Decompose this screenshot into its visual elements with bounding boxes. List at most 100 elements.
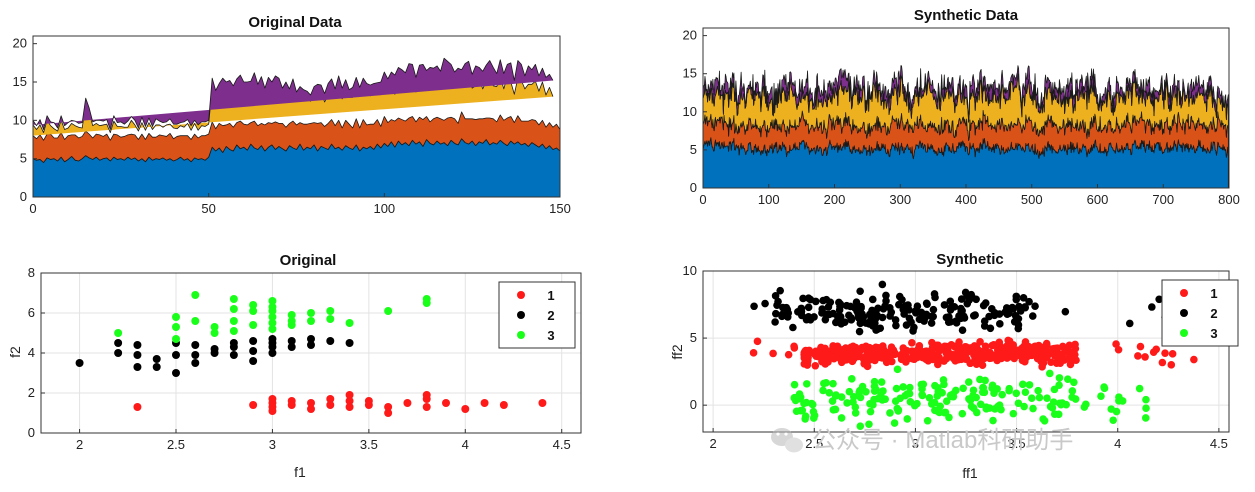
- point-class-1: [442, 399, 450, 407]
- point-class-2: [172, 369, 180, 377]
- axes-box: [32, 35, 561, 198]
- x-tick-label: 600: [1087, 192, 1109, 207]
- point-class-3: [1142, 404, 1150, 412]
- point-class-3: [891, 397, 900, 405]
- point-class-2: [307, 335, 315, 343]
- point-class-2: [1125, 319, 1134, 328]
- point-class-2: [882, 291, 890, 300]
- point-class-2: [927, 319, 936, 327]
- point-class-3: [1097, 392, 1105, 401]
- point-class-3: [855, 388, 863, 397]
- point-class-2: [854, 310, 863, 318]
- point-class-3: [114, 329, 123, 337]
- point-class-1: [900, 355, 909, 363]
- point-class-3: [934, 387, 943, 396]
- point-class-3: [1142, 395, 1150, 404]
- point-class-3: [851, 403, 860, 412]
- point-class-3: [229, 317, 238, 325]
- point-class-3: [345, 319, 354, 327]
- point-class-1: [1168, 350, 1177, 358]
- point-class-2: [940, 301, 949, 309]
- y-tick-label: 10: [683, 263, 697, 278]
- point-class-3: [1050, 410, 1059, 418]
- point-class-3: [1021, 388, 1030, 397]
- point-class-1: [848, 353, 857, 361]
- y-tick-label: 8: [28, 265, 35, 280]
- point-class-2: [1014, 314, 1023, 323]
- point-class-3: [972, 393, 980, 402]
- point-class-2: [987, 304, 996, 313]
- point-class-2: [979, 301, 988, 310]
- x-tick-label: 3.5: [1008, 436, 1026, 451]
- point-class-1: [749, 349, 758, 357]
- y-tick-label: 5: [690, 142, 697, 157]
- point-class-2: [1021, 303, 1030, 312]
- point-class-1: [1158, 358, 1167, 367]
- point-class-1: [422, 403, 431, 411]
- point-class-3: [1055, 374, 1064, 382]
- point-class-3: [172, 323, 180, 331]
- point-class-1: [384, 403, 393, 411]
- point-class-2: [837, 320, 845, 328]
- point-class-2: [902, 321, 911, 329]
- point-class-2: [886, 304, 894, 312]
- point-class-3: [268, 297, 277, 305]
- point-class-3: [795, 390, 804, 398]
- point-class-2: [287, 343, 296, 351]
- y-tick-label: 0: [28, 425, 35, 440]
- x-tick-label: 2.5: [167, 437, 185, 452]
- point-class-2: [1001, 308, 1010, 316]
- point-class-2: [152, 355, 161, 363]
- point-class-3: [877, 378, 886, 386]
- point-class-2: [957, 304, 965, 313]
- x-tick-label: 2: [76, 437, 83, 452]
- point-class-3: [172, 313, 180, 321]
- point-class-2: [929, 305, 938, 314]
- point-class-1: [873, 349, 881, 358]
- x-tick-label: 50: [201, 201, 215, 216]
- point-class-2: [911, 308, 920, 317]
- point-class-3: [906, 383, 914, 392]
- point-class-2: [898, 295, 906, 304]
- point-class-1: [837, 358, 846, 367]
- area-series-layer4: [702, 65, 1229, 123]
- point-class-3: [829, 406, 838, 414]
- point-class-3: [837, 414, 846, 422]
- point-class-1: [818, 357, 826, 366]
- point-class-3: [906, 398, 915, 406]
- point-class-3: [858, 382, 867, 391]
- point-class-1: [422, 391, 431, 399]
- y-tick-label: 0: [690, 180, 697, 195]
- point-class-3: [927, 400, 936, 408]
- point-class-2: [1031, 302, 1039, 311]
- point-class-2: [905, 306, 913, 314]
- point-class-3: [210, 329, 219, 337]
- x-tick-label: 3: [269, 437, 276, 452]
- point-class-3: [1071, 395, 1080, 403]
- point-class-3: [191, 291, 200, 299]
- point-class-1: [858, 343, 866, 352]
- point-class-2: [287, 337, 296, 345]
- point-class-2: [799, 294, 807, 303]
- x-tick-label: 150: [549, 201, 571, 216]
- point-class-2: [835, 298, 843, 307]
- point-class-3: [976, 400, 985, 409]
- point-class-2: [972, 295, 980, 304]
- wechat-icon: [771, 428, 803, 453]
- point-class-3: [874, 394, 882, 403]
- point-class-3: [268, 319, 277, 327]
- point-class-2: [307, 341, 315, 349]
- point-class-1: [1114, 345, 1123, 354]
- point-class-1: [326, 395, 335, 403]
- point-class-3: [976, 375, 984, 384]
- y-tick-label: 0: [20, 189, 27, 204]
- point-class-3: [980, 388, 989, 397]
- point-class-3: [307, 317, 315, 325]
- x-tick-label: 3.5: [360, 437, 378, 452]
- point-class-3: [825, 389, 834, 397]
- point-class-3: [849, 392, 858, 401]
- point-class-1: [1030, 348, 1038, 357]
- point-class-2: [761, 299, 769, 308]
- point-class-2: [326, 337, 335, 345]
- point-class-1: [307, 399, 315, 407]
